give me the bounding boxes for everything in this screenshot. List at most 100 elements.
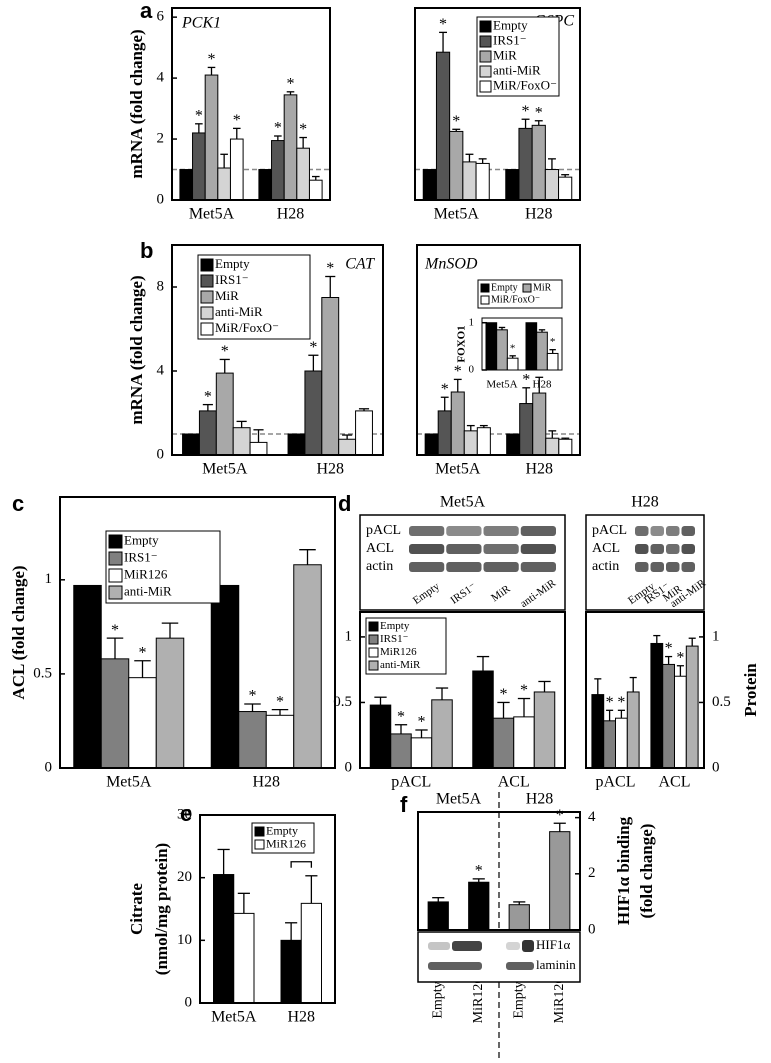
y-tick-label: 2 — [588, 865, 596, 881]
significance-star: * — [606, 694, 614, 711]
bar — [179, 169, 194, 201]
bar — [545, 437, 560, 456]
significance-star: * — [535, 104, 543, 121]
blot-band — [483, 544, 519, 554]
error-bar — [285, 922, 298, 941]
blot-band — [483, 526, 519, 536]
error-bar — [358, 408, 370, 411]
legend-swatch — [254, 826, 265, 837]
y-tick-label: 1 — [712, 628, 720, 644]
significance-star: * — [287, 75, 295, 92]
error-bar — [299, 549, 316, 565]
blot-band — [666, 562, 680, 572]
x-tick-label: pACL — [596, 774, 636, 791]
legend-label: anti-MiR — [380, 659, 421, 671]
legend-label: anti-MiR — [124, 583, 172, 598]
error-bar — [299, 136, 307, 149]
legend-label: Empty — [124, 532, 159, 547]
x-tick-label: H28 — [316, 461, 344, 478]
blot-row-label: pACL — [366, 523, 401, 538]
y-tick-label: 1 — [45, 571, 53, 587]
x-tick-label: H28 — [252, 774, 280, 791]
error-bar — [440, 396, 449, 411]
bar — [229, 138, 244, 201]
legend-swatch — [479, 50, 492, 63]
error-bar — [286, 91, 295, 95]
error-bar — [538, 329, 546, 333]
error-bar — [606, 709, 614, 721]
blot-band — [520, 526, 556, 536]
blot-band — [522, 940, 534, 952]
legend-label: Empty — [380, 620, 410, 632]
legend-swatch — [480, 295, 490, 305]
error-bar — [217, 848, 230, 875]
bar — [427, 901, 449, 931]
error-bar — [498, 326, 506, 330]
error-bar — [594, 678, 602, 695]
bar — [531, 124, 546, 201]
error-bar — [629, 676, 637, 692]
error-bar — [435, 687, 449, 700]
bar — [591, 694, 605, 769]
plot-frame — [199, 814, 336, 1004]
bar — [210, 584, 240, 769]
legend-box — [105, 530, 221, 604]
bar — [287, 433, 306, 456]
blot-band — [666, 544, 680, 554]
error-bar — [374, 696, 387, 706]
x-tick-label: ACL — [659, 774, 691, 791]
bar — [422, 169, 437, 201]
error-bar — [478, 158, 487, 164]
chart-title: PCK1 — [181, 15, 221, 32]
blot-band — [681, 526, 695, 536]
blot-band — [635, 544, 649, 554]
blot-band — [635, 562, 649, 572]
panel-letter: b — [140, 238, 153, 263]
error-bar — [688, 637, 696, 647]
legend-label: MiR/FoxO⁻ — [493, 77, 557, 92]
bar — [233, 912, 255, 1004]
bar — [232, 427, 251, 456]
plot-frame — [171, 7, 331, 201]
bar — [525, 322, 538, 371]
significance-star: * — [439, 16, 447, 33]
error-bar — [305, 875, 318, 904]
bar — [369, 704, 392, 769]
legend-swatch — [108, 534, 123, 549]
significance-star: * — [510, 342, 516, 354]
y-axis-label: (nmol/mg protein) — [152, 843, 171, 975]
blot-band — [428, 942, 450, 950]
significance-star: * — [452, 113, 460, 130]
error-bar — [517, 697, 531, 717]
x-tick-label: Met5A — [435, 461, 481, 478]
bar — [204, 74, 219, 201]
bar — [536, 331, 548, 371]
bar — [217, 167, 231, 201]
x-tick-label: MiR126 — [552, 977, 567, 1024]
legend-swatch — [368, 660, 379, 671]
bar — [558, 176, 573, 201]
error-bar — [236, 420, 247, 428]
bar — [662, 663, 676, 769]
error-bar — [439, 31, 448, 53]
bar — [546, 352, 559, 371]
significance-star: * — [454, 363, 462, 380]
legend-swatch — [368, 647, 379, 658]
error-bar — [547, 158, 556, 170]
blot-band — [650, 562, 664, 572]
bar — [431, 699, 453, 769]
legend-swatch — [200, 322, 214, 336]
error-bar — [195, 123, 203, 133]
error-bar — [274, 135, 282, 141]
error-bar — [548, 430, 557, 439]
legend-box — [477, 279, 563, 309]
legend-label: MiR — [533, 282, 552, 293]
x-tick-label: Met5A — [211, 1009, 257, 1026]
error-bar — [232, 127, 241, 140]
y-tick-label: 0 — [185, 994, 193, 1010]
bar — [674, 675, 687, 769]
blot-band — [681, 562, 695, 572]
blot-row-label: ACL — [592, 541, 620, 556]
error-bar — [561, 174, 570, 178]
significance-star: * — [276, 693, 284, 710]
